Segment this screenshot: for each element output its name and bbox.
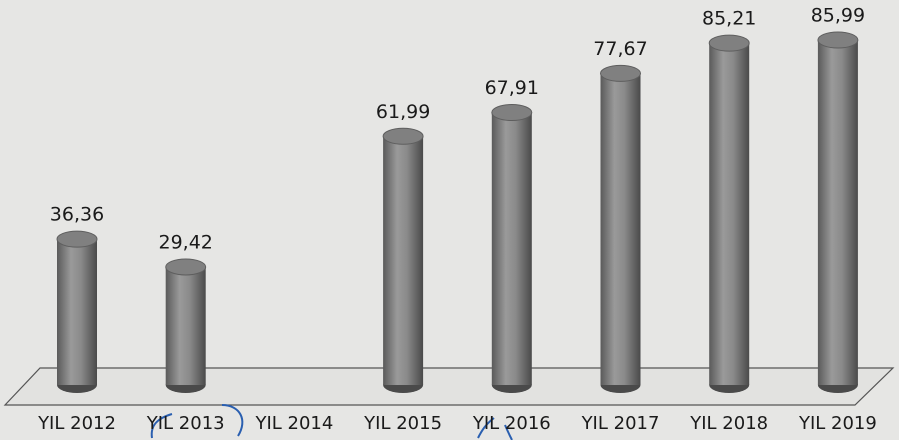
x-tick-label: YIL 2016 — [472, 413, 551, 434]
bar — [382, 127, 424, 393]
x-tick-label: YIL 2018 — [689, 413, 768, 434]
x-tick-label: YIL 2013 — [146, 413, 225, 434]
bar — [491, 104, 533, 393]
bar-top — [165, 258, 207, 276]
bar-body — [817, 40, 858, 385]
bar — [708, 34, 750, 393]
bar — [600, 64, 641, 393]
bar-top — [56, 230, 98, 248]
x-tick-label: YIL 2015 — [363, 413, 442, 434]
bar — [817, 31, 859, 393]
bar-body — [57, 239, 97, 385]
value-label: 61,99 — [376, 101, 430, 123]
x-tick-label: YIL 2014 — [254, 413, 333, 434]
value-label: 85,21 — [702, 8, 756, 30]
x-tick-label: YIL 2017 — [581, 413, 660, 434]
pen-mark — [504, 424, 513, 440]
x-tick-label: YIL 2019 — [798, 413, 877, 434]
bar-body — [491, 112, 532, 385]
bar-top — [600, 64, 641, 82]
value-label: 36,36 — [50, 204, 104, 226]
value-label: 29,42 — [158, 231, 212, 253]
bar-top — [382, 127, 424, 145]
value-label: 67,91 — [485, 77, 539, 99]
bar-body — [600, 73, 641, 386]
pen-mark — [150, 413, 173, 439]
bar-top — [817, 31, 859, 49]
bar — [56, 230, 98, 393]
x-tick-label: YIL 2012 — [37, 413, 116, 434]
bar-body — [709, 43, 750, 386]
pen-mark — [477, 417, 495, 439]
value-label: 85,99 — [811, 5, 865, 27]
bar-body — [165, 266, 206, 385]
bar-top — [708, 34, 750, 52]
bar — [165, 258, 207, 393]
bar-top — [491, 104, 533, 122]
bar-body — [383, 136, 424, 385]
pen-mark — [221, 404, 244, 437]
value-label: 77,67 — [593, 38, 647, 60]
floor — [3, 367, 895, 406]
